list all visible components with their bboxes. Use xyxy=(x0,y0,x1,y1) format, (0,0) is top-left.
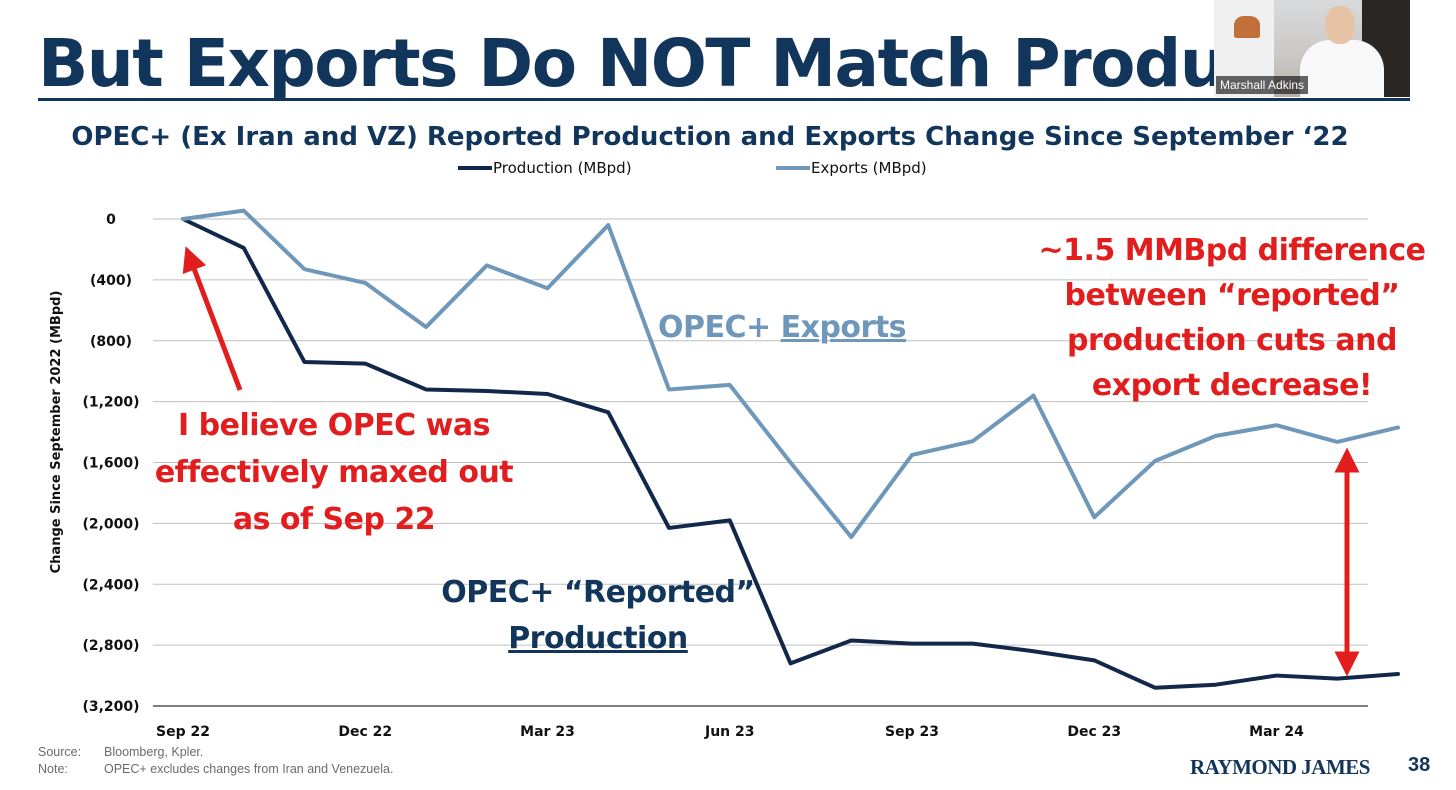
webcam-name-tag: Marshall Adkins xyxy=(1216,76,1309,94)
maxed-out-callout-line: as of Sep 22 xyxy=(232,502,436,537)
exports-label-word: Exports xyxy=(780,310,907,345)
y-axis-label: Change Since September 2022 (MBpd) xyxy=(49,291,64,574)
difference-callout-line: ~1.5 MMBpd difference xyxy=(1038,233,1426,268)
webcam-overlay: Marshall Adkins xyxy=(1214,0,1410,97)
note-row: Note: OPEC+ excludes changes from Iran a… xyxy=(38,761,393,778)
x-tick-label: Dec 22 xyxy=(338,724,392,740)
chart-title: OPEC+ (Ex Iran and VZ) Reported Producti… xyxy=(71,122,1349,152)
production-series-label: OPEC+ “Reported” Production xyxy=(430,570,766,662)
presenter-head xyxy=(1325,6,1355,44)
y-tick-label: (1,600) xyxy=(82,456,139,472)
exports-label-prefix: OPEC+ xyxy=(658,310,781,345)
y-tick-label: (2,400) xyxy=(82,577,139,593)
exports-series-line xyxy=(181,208,1400,540)
y-tick-label: (400) xyxy=(90,273,132,289)
left-arrow-line xyxy=(182,246,243,391)
x-tick-label: Jun 23 xyxy=(704,724,755,740)
x-tick-label: Mar 23 xyxy=(520,724,575,740)
footnotes: Source: Bloomberg, Kpler. Note: OPEC+ ex… xyxy=(38,744,393,778)
page-number: 38 xyxy=(1408,754,1431,776)
y-tick-label: 0 xyxy=(106,212,116,228)
x-tick-label: Sep 23 xyxy=(885,724,939,740)
production-label-line2: Production xyxy=(508,621,688,656)
exports-series-label: OPEC+ Exports xyxy=(658,310,907,345)
presenter-body xyxy=(1300,40,1384,97)
legend-entry: Production (MBpd) xyxy=(493,159,632,177)
difference-callout: ~1.5 MMBpd difference between “reported”… xyxy=(1030,228,1434,408)
source-row: Source: Bloomberg, Kpler. xyxy=(38,744,393,761)
production-series-line xyxy=(181,217,1400,690)
x-tick-label: Dec 23 xyxy=(1067,724,1121,740)
maxed-out-callout: I believe OPEC was effectively maxed out… xyxy=(140,402,528,543)
production-label-line1: OPEC+ “Reported” xyxy=(441,575,755,610)
brand-logo: RAYMOND JAMES xyxy=(1190,755,1370,779)
maxed-out-callout-line: effectively maxed out xyxy=(154,455,514,490)
note-label: Note: xyxy=(38,762,68,776)
source-text: Bloomberg, Kpler. xyxy=(104,745,204,759)
longhorn-logo-icon xyxy=(1234,16,1260,38)
note-text: OPEC+ excludes changes from Iran and Ven… xyxy=(104,762,394,776)
difference-callout-line: production cuts and xyxy=(1067,323,1397,358)
difference-callout-line: between “reported” xyxy=(1064,278,1401,313)
maxed-out-callout-line: I believe OPEC was xyxy=(178,408,490,443)
slide-title: But Exports Do NOT Match Producti xyxy=(38,25,1218,102)
y-tick-label: (2,000) xyxy=(82,516,139,532)
x-tick-label: Mar 24 xyxy=(1249,724,1304,740)
difference-callout-line: export decrease! xyxy=(1091,368,1373,403)
y-tick-label: (2,800) xyxy=(82,638,139,654)
y-tick-label: (800) xyxy=(90,334,132,350)
title-underline xyxy=(38,98,1410,101)
y-tick-label: (3,200) xyxy=(82,699,139,715)
x-tick-label: Sep 22 xyxy=(156,724,210,740)
source-label: Source: xyxy=(38,745,82,759)
y-tick-label: (1,200) xyxy=(82,395,139,411)
legend-entry: Exports (MBpd) xyxy=(811,159,927,177)
